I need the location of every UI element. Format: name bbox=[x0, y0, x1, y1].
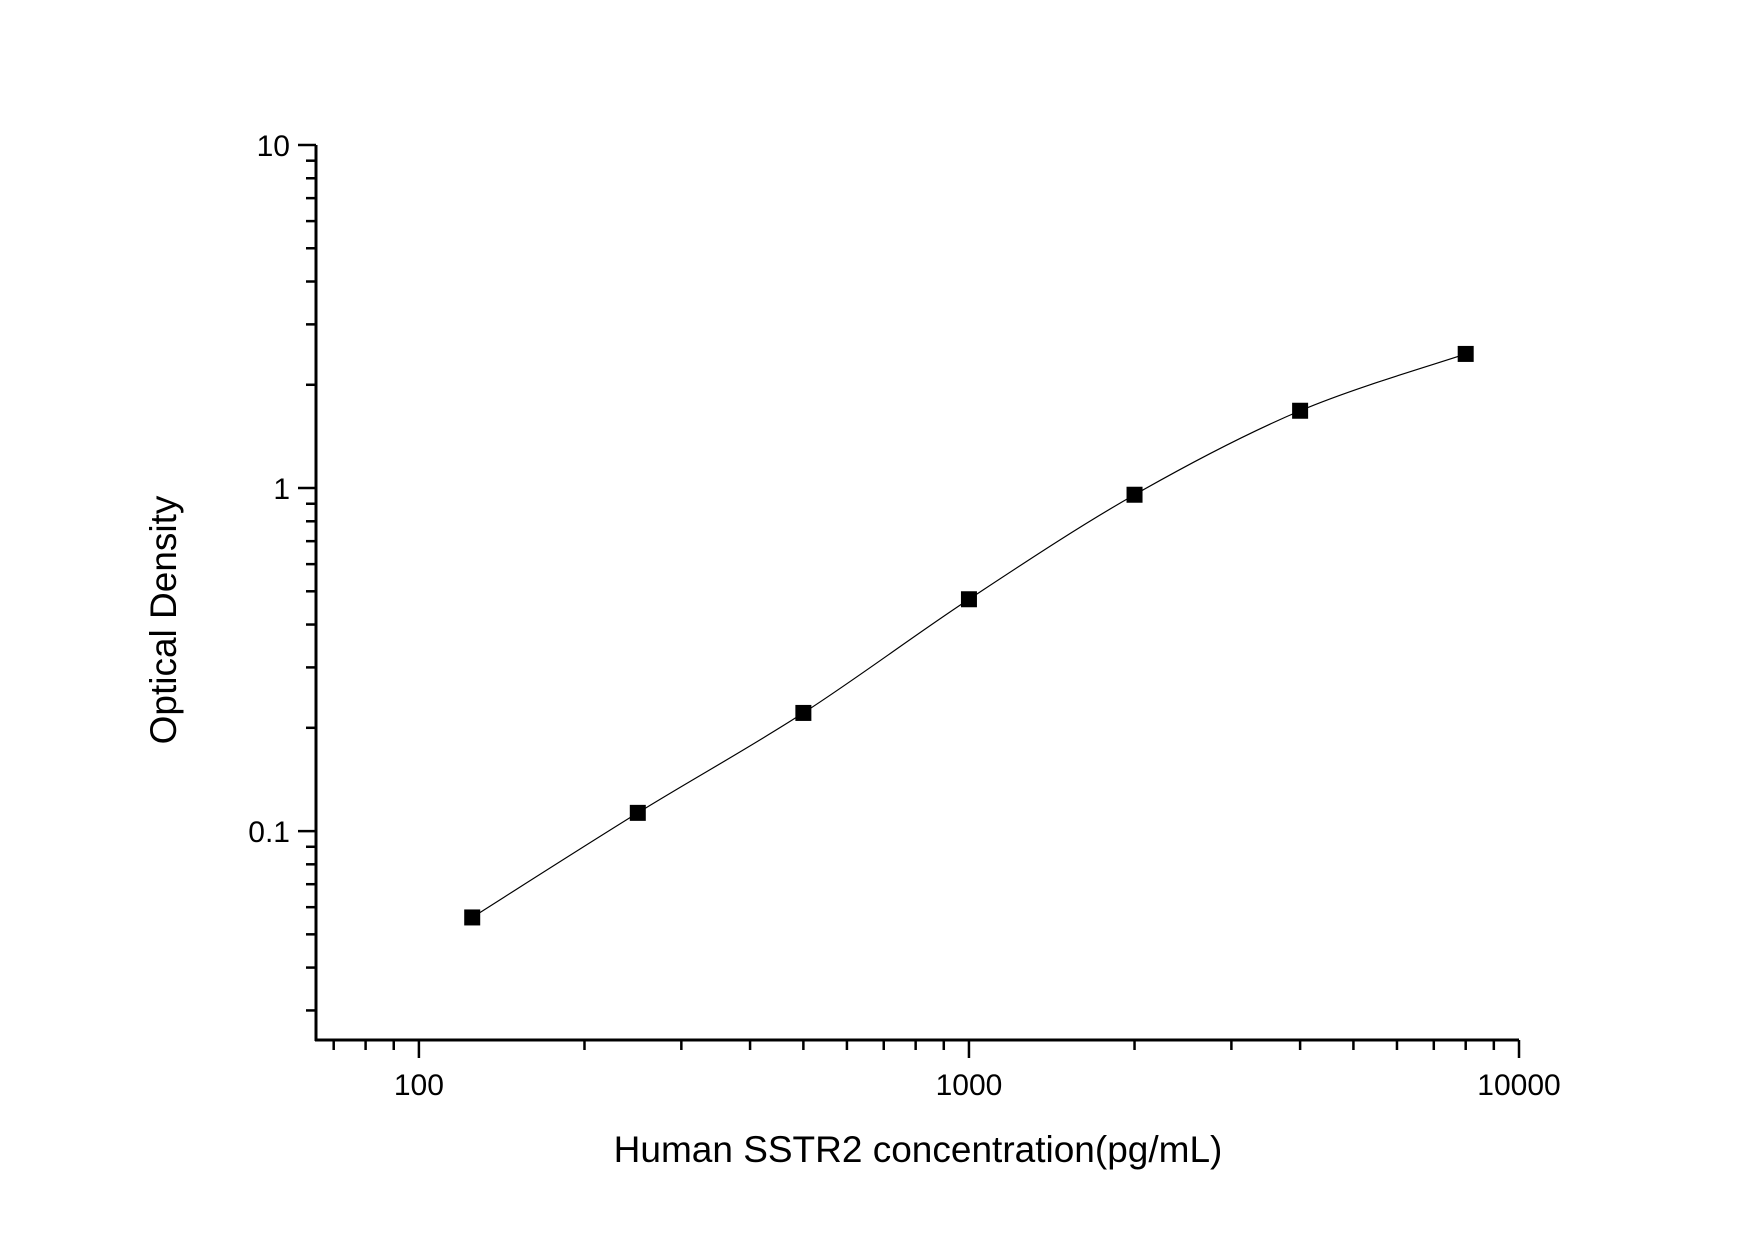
x-tick-label: 100 bbox=[394, 1069, 444, 1102]
x-tick-labels: 100 1000 10000 bbox=[394, 1069, 1561, 1102]
x-tick-label: 10000 bbox=[1477, 1069, 1560, 1102]
y-tick-label: 1 bbox=[273, 473, 290, 506]
y-axis-label: Optical Density bbox=[143, 495, 184, 744]
data-points bbox=[464, 345, 1474, 926]
y-tick-labels: 0.1 1 10 bbox=[248, 130, 290, 849]
data-point bbox=[464, 909, 481, 926]
data-point bbox=[960, 591, 977, 608]
data-point bbox=[629, 804, 646, 821]
axes bbox=[298, 143, 1521, 1058]
y-tick-label: 10 bbox=[257, 130, 290, 163]
y-tick-label: 0.1 bbox=[248, 816, 290, 849]
fit-curve bbox=[471, 353, 1466, 918]
data-point bbox=[795, 704, 812, 721]
data-point bbox=[1126, 486, 1143, 503]
data-point bbox=[1292, 402, 1309, 419]
data-point bbox=[1457, 345, 1474, 362]
x-tick-label: 1000 bbox=[936, 1069, 1003, 1102]
x-axis-label: Human SSTR2 concentration(pg/mL) bbox=[614, 1129, 1223, 1170]
